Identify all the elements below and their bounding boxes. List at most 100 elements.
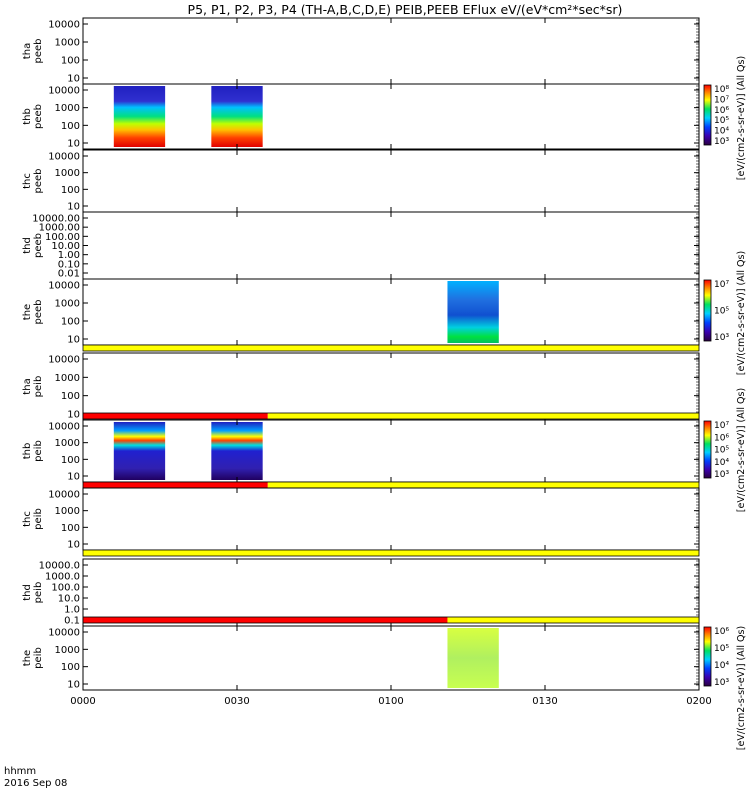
panel-the-peeb: 10000 1000 100 10 the peeb xyxy=(22,278,700,346)
y-tick-label: 0.10 xyxy=(58,259,80,270)
colorbar-title: [eV/(cm2-s-sr-eV)] (All Qs) xyxy=(736,251,747,375)
time-tick-labels: 0000 0030 0100 0130 0200 xyxy=(70,696,711,707)
flag-segment-yellow xyxy=(83,550,699,556)
y-tick-label: 0.1 xyxy=(64,616,80,627)
flag-segment-red xyxy=(83,413,268,419)
panel-frame xyxy=(82,558,700,627)
panel-ylabel-instrument: peib xyxy=(33,647,44,669)
panel-frame xyxy=(82,625,700,691)
colorbar-gradient xyxy=(703,279,712,342)
y-tick-label: 100.00 xyxy=(45,232,80,243)
colorbar-the-peeb: 10⁷ 10⁵ 10³ xyxy=(703,279,729,343)
colorbar-tick-label: 10⁵ xyxy=(714,446,729,456)
panel-tha-peeb: 10000 1000 100 10 tha peeb xyxy=(22,17,700,85)
y-tick-label: 1.00 xyxy=(58,250,80,261)
panel-ylabel-instrument: peeb xyxy=(33,233,44,258)
panel-ylabel-probe: tha xyxy=(22,43,33,59)
colorbar-gradient xyxy=(703,84,712,146)
colorbar-tick-label: 10⁶ xyxy=(714,433,729,443)
colorbar-title: [eV/(cm2-s-sr-eV)] (All Qs) xyxy=(736,56,747,180)
colorbar-tick-label: 10³ xyxy=(714,470,729,480)
colorbar-gradient xyxy=(703,626,712,687)
colorbar-tick-label: 10⁵ xyxy=(714,116,729,126)
y-tick-label: 0.01 xyxy=(58,269,80,280)
spectrogram-block xyxy=(447,281,499,343)
flag-bar-frame xyxy=(82,549,700,557)
colorbar-thb-peib: 10⁷ 10⁶ 10⁵ 10⁴ 10³ xyxy=(703,420,729,480)
y-tick-label: 10000 xyxy=(48,281,80,292)
spectrogram-block xyxy=(211,422,263,480)
y-tick-label: 1000 xyxy=(55,645,80,656)
colorbar-title: [eV/(cm2-s-sr-eV)] (All Qs) xyxy=(736,626,747,750)
y-tick-label: 1000.0 xyxy=(45,572,80,583)
y-tick-label: 10 xyxy=(67,74,80,85)
spectrogram-block xyxy=(113,422,166,480)
y-tick-label: 10 xyxy=(67,335,80,346)
colorbar-the-peib: 10⁶ 10⁵ 10⁴ 10³ xyxy=(703,626,729,688)
y-tick-label: 10000 xyxy=(48,152,80,163)
colorbar-gradient xyxy=(703,420,712,479)
colorbar-tick-label: 10⁴ xyxy=(714,127,729,137)
colorbar-tick-label: 10⁴ xyxy=(714,458,729,468)
colorbars: 10⁸10⁷10⁶10⁵10⁴10³10⁷10⁵10³10⁷10⁶10⁵10⁴1… xyxy=(703,56,747,750)
y-tick-label: 100 xyxy=(61,185,80,196)
flag-bar-frame xyxy=(82,412,700,420)
y-tick-label: 10000.0 xyxy=(39,561,80,572)
time-tick-label: 0200 xyxy=(686,696,711,707)
y-tick-label: 1.0 xyxy=(64,605,80,616)
colorbar-tick-label: 10⁷ xyxy=(714,280,729,290)
y-tick-label: 10 xyxy=(67,472,80,483)
colorbar-tick-label: 10⁶ xyxy=(714,106,729,116)
colorbar-tick-label: 10³ xyxy=(714,678,729,688)
y-tick-label: 1000 xyxy=(55,103,80,114)
colorbar-tick-label: 10⁵ xyxy=(714,644,729,654)
colorbar-title: [eV/(cm2-s-sr-eV)] (All Qs) xyxy=(736,388,747,512)
colorbar-tick-label: 10⁶ xyxy=(714,627,729,637)
panel-frame xyxy=(82,149,700,213)
panel-the-peib: 10000 1000 100 10 the peib xyxy=(22,616,700,691)
colorbar-tick-label: 10⁸ xyxy=(714,85,729,95)
y-tick-label: 100 xyxy=(61,662,80,673)
panel-frame xyxy=(82,487,700,551)
colorbar-tick-label: 10³ xyxy=(714,333,729,343)
y-tick-label: 1000 xyxy=(55,438,80,449)
time-tick-label: 0100 xyxy=(378,696,403,707)
panel-ylabel-instrument: peib xyxy=(33,582,44,604)
time-axis-label-unit: hhmm xyxy=(4,766,36,777)
y-tick-label: 100 xyxy=(61,56,80,67)
time-axis: hhmm 2016 Sep 08 0000 0030 0100 0130 0200 xyxy=(4,696,712,789)
panel-ylabel-probe: the xyxy=(22,304,33,320)
panel-ylabel-instrument: peeb xyxy=(33,39,44,64)
panel-frame xyxy=(82,211,700,280)
y-tick-label: 100 xyxy=(61,455,80,466)
panel-ylabel-instrument: peib xyxy=(33,440,44,462)
panel-ylabel-probe: thd xyxy=(22,237,33,254)
y-tick-label: 1000 xyxy=(55,168,80,179)
colorbar-tick-label: 10⁷ xyxy=(714,421,729,431)
y-tick-label: 10000 xyxy=(48,422,80,433)
panel-ylabel-probe: thc xyxy=(22,511,33,527)
flag-segment-yellow xyxy=(447,617,699,623)
y-tick-label: 10 xyxy=(67,139,80,150)
panel-ylabel-instrument: peib xyxy=(33,376,44,398)
y-tick-label: 10.0 xyxy=(58,594,80,605)
panel-frame xyxy=(82,419,700,483)
panel-thc-peib: 10000 1000 100 10 thc peib xyxy=(22,481,700,551)
panel-ylabel-probe: thb xyxy=(22,443,33,460)
colorbar-tick-label: 10⁵ xyxy=(714,307,729,317)
panel-ylabel-probe: thb xyxy=(22,108,33,125)
panel-ylabel-probe: thd xyxy=(22,584,33,601)
y-tick-label: 100 xyxy=(61,523,80,534)
colorbar-tick-label: 10⁷ xyxy=(714,95,729,105)
flag-segment-red xyxy=(83,482,268,488)
flag-segment-red xyxy=(83,617,448,623)
y-tick-label: 1000 xyxy=(55,373,80,384)
y-tick-label: 100 xyxy=(61,391,80,402)
colorbar-tick-label: 10³ xyxy=(714,137,729,147)
panel-ylabel-probe: tha xyxy=(22,378,33,394)
flag-bar-frame xyxy=(82,616,700,624)
